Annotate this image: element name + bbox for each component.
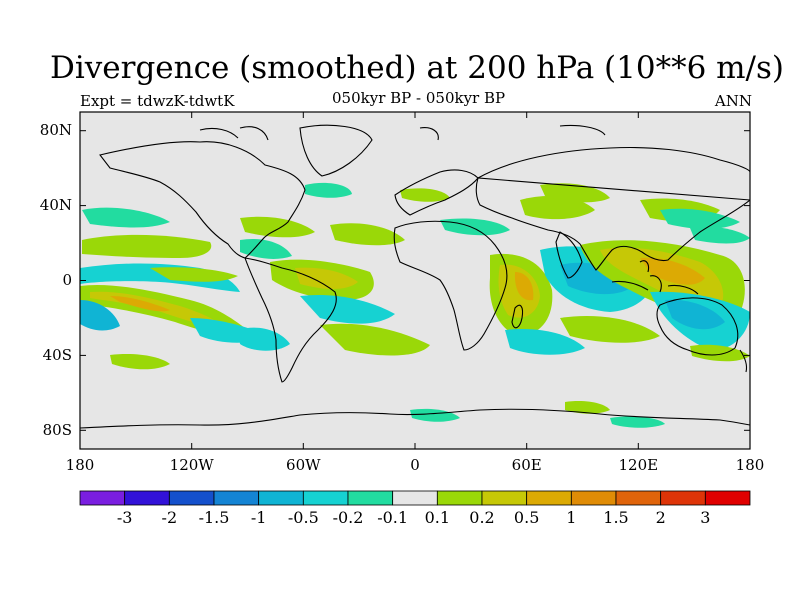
period-label: 050kyr BP - 050kyr BP <box>332 89 506 107</box>
contour-negative-east-pacific <box>690 226 750 244</box>
coastline-indonesia <box>611 260 699 295</box>
contour-strong-amazon <box>295 267 358 289</box>
lon-label-120w: 120W <box>169 456 214 474</box>
lat-label-40s: 40S <box>42 346 72 364</box>
coastline-india <box>555 231 583 279</box>
colorbar-swatch <box>124 490 170 506</box>
contour-positive-north-america <box>240 216 315 238</box>
lon-label-0: 0 <box>410 456 420 474</box>
contour-positive-central-pacific <box>150 267 238 282</box>
contour-positive-north-pacific <box>82 234 212 258</box>
colorbar-swatch <box>79 490 126 506</box>
coastline-south-america <box>244 257 337 383</box>
contour-negative-north-east-asia <box>660 208 740 229</box>
coastline-asia <box>475 146 750 271</box>
coastlines <box>80 124 750 429</box>
colorbar-label: -1.5 <box>198 508 230 527</box>
contour-negative-australia <box>665 299 725 330</box>
coastline-africa <box>393 220 508 351</box>
contour-negative-southeast-pacific <box>80 300 120 331</box>
lat-label-80n: 80N <box>39 121 72 139</box>
colorbar-label: 0.1 <box>424 508 451 527</box>
lon-label-60e: 60E <box>511 456 542 474</box>
contour-positive-north-high-1 <box>400 188 450 202</box>
lon-label-60w: 60W <box>286 456 321 474</box>
lat-ticks <box>80 130 750 431</box>
lon-label-120e: 120E <box>618 456 659 474</box>
colorbar-swatch <box>704 490 751 506</box>
colorbar-label: 0.2 <box>469 508 495 527</box>
colorbar-label: 0.5 <box>513 508 540 527</box>
contour-negative-southern-indian <box>505 328 585 355</box>
colorbar-swatch <box>258 490 304 506</box>
contour-positive-south-midlat-3 <box>565 400 610 414</box>
coastline-greenland <box>299 124 373 177</box>
colorbar-label: -1 <box>250 508 267 527</box>
contour-positive-south-midlat-1 <box>110 354 170 370</box>
colorbar-swatch <box>481 490 528 506</box>
colorbar-swatch <box>436 490 483 506</box>
contour-negative-south-atlantic <box>300 294 395 324</box>
contour-positive-asia <box>540 183 610 203</box>
colorbar-swatch <box>570 490 617 506</box>
coastline-madagascar <box>511 304 524 329</box>
divergence-contours <box>80 182 750 428</box>
lon-ticks <box>191 112 639 449</box>
coastline-australia <box>656 297 739 356</box>
contour-core-africa <box>514 272 534 301</box>
chart-title: Divergence (smoothed) at 200 hPa (10**6 … <box>50 50 784 86</box>
lon-label-180w: 180 <box>65 456 95 474</box>
colorbar-swatch <box>347 490 394 506</box>
coastline-north-america <box>99 141 306 259</box>
coastline-europe <box>394 169 479 216</box>
contour-core-maritime-continent <box>640 257 705 285</box>
colorbar-swatch <box>660 490 706 506</box>
contour-positive-atlantic-north <box>330 223 405 246</box>
contour-positive-southern-indian <box>560 316 660 343</box>
contour-negative-south-america-south <box>238 327 290 351</box>
coastline-arctic-islands <box>199 124 606 141</box>
colorbar-swatch <box>392 490 438 506</box>
colorbar-label: 1.5 <box>603 508 629 527</box>
colorbar-label: -0.5 <box>287 508 319 527</box>
coastline-antarctica <box>80 408 750 429</box>
contour-positive-south-midlat-2 <box>690 344 750 362</box>
contour-negative-south-midlat-2 <box>610 416 665 428</box>
contour-strong-negative-indian <box>560 262 635 295</box>
contour-negative-caribbean <box>240 238 292 259</box>
contour-positive-south-atlantic <box>320 323 430 356</box>
colorbar-swatch <box>615 490 662 506</box>
contour-core-south-pacific <box>110 296 170 312</box>
lat-label-0: 0 <box>62 271 72 289</box>
colorbar-label: 2 <box>655 508 666 527</box>
lat-label-80s: 80S <box>42 421 72 439</box>
colorbar-label: -3 <box>116 508 133 527</box>
colorbar-label: -2 <box>161 508 178 527</box>
contour-negative-northwest-atlantic <box>305 182 352 198</box>
lon-label-180e: 180 <box>735 456 765 474</box>
colorbar-swatch <box>302 490 349 506</box>
colorbar-swatch <box>213 490 260 506</box>
colorbar-swatch <box>526 490 572 506</box>
colorbar-swatch <box>168 490 215 506</box>
coastline-new-zealand <box>739 349 748 373</box>
season-label: ANN <box>714 92 752 110</box>
contour-negative-north-pacific <box>82 207 170 228</box>
colorbar-label: 3 <box>700 508 711 527</box>
lat-label-40n: 40N <box>39 196 72 214</box>
colorbar-label: -0.2 <box>332 508 364 527</box>
colorbar-label: -0.1 <box>377 508 409 527</box>
experiment-label: Expt = tdwzK-tdwtK <box>80 92 235 110</box>
colorbar <box>79 490 751 506</box>
colorbar-label: 1 <box>566 508 577 527</box>
